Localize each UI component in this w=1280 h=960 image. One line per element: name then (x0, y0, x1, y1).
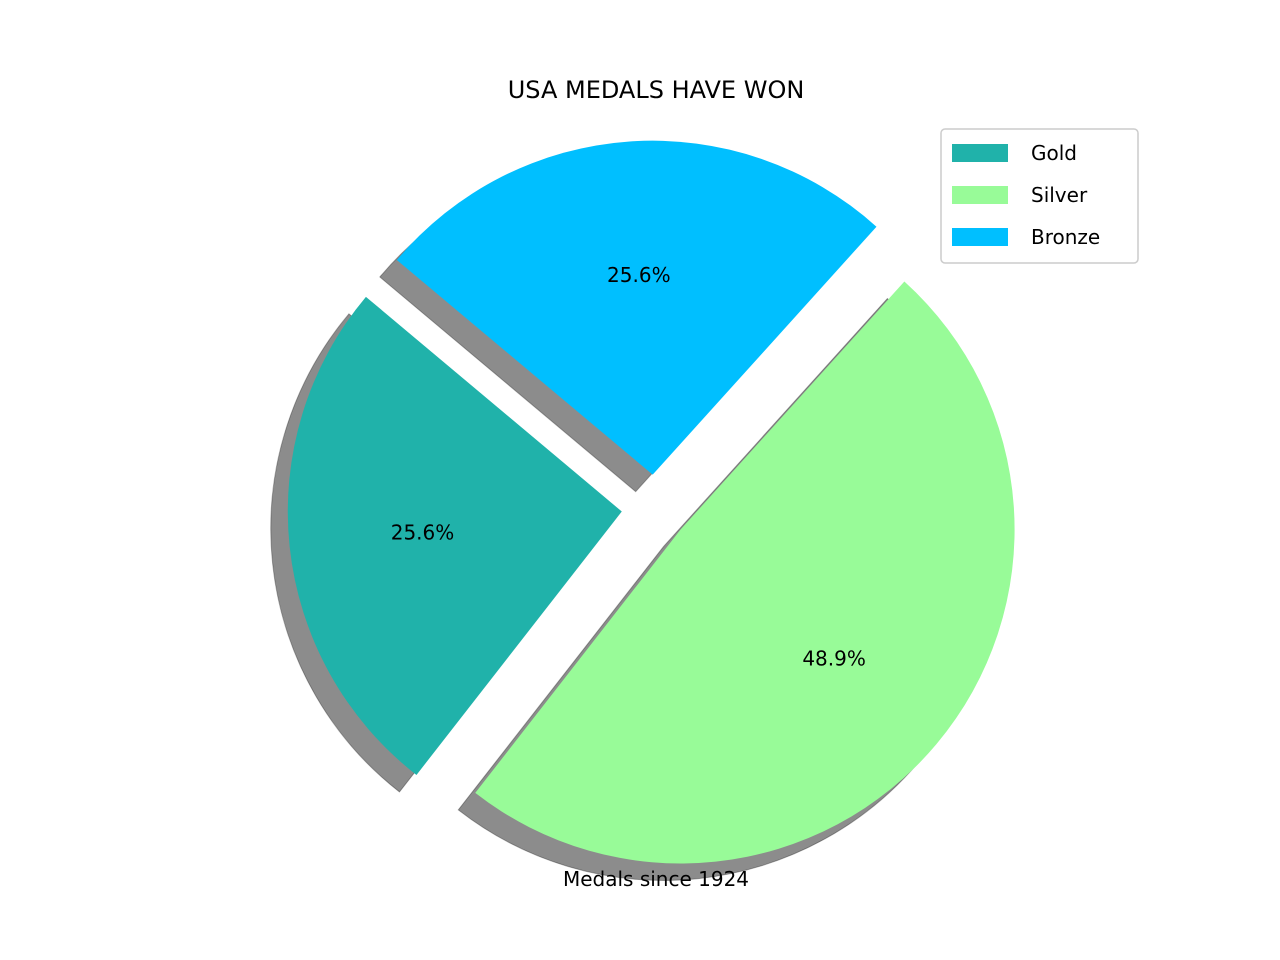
legend-swatch-bronze (952, 228, 1008, 246)
pie-slice-gold (287, 296, 622, 775)
percent-labels: 25.6% 48.9% 25.6% (391, 263, 866, 671)
legend-swatch-silver (952, 186, 1008, 204)
percent-label-bronze: 25.6% (607, 263, 671, 287)
pie-slices (287, 140, 1015, 864)
x-axis-label: Medals since 1924 (563, 867, 749, 891)
percent-label-gold: 25.6% (391, 521, 455, 545)
legend: Gold Silver Bronze (940, 128, 1139, 264)
pie-slice-silver (475, 281, 1015, 864)
legend-swatch-gold (952, 144, 1008, 162)
legend-label-silver: Silver (1031, 183, 1088, 207)
chart-title: USA MEDALS HAVE WON (508, 76, 805, 104)
pie-slice-bronze (396, 140, 877, 475)
legend-label-bronze: Bronze (1031, 225, 1100, 249)
percent-label-silver: 48.9% (802, 646, 866, 670)
legend-label-gold: Gold (1031, 141, 1077, 165)
